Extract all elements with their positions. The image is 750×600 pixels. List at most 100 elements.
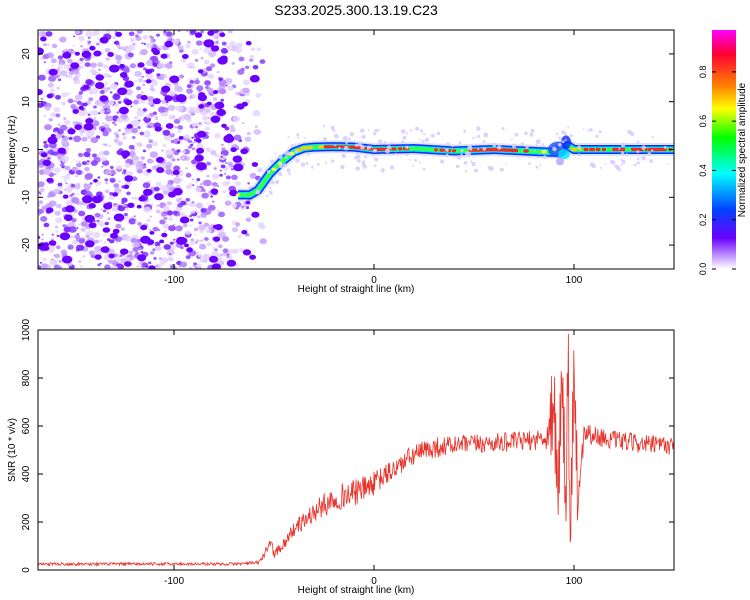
snr-x-tick-label: 100	[566, 576, 583, 587]
noise-blob	[90, 160, 98, 167]
noise-blob	[98, 112, 101, 115]
ridge-core	[434, 148, 438, 152]
ridge-fringe	[610, 159, 614, 164]
noise-blob	[212, 182, 218, 186]
noise-blob	[83, 151, 91, 158]
noise-blob	[185, 172, 192, 178]
noise-blob	[104, 264, 111, 269]
noise-blob	[104, 169, 111, 175]
noise-blob	[183, 134, 190, 139]
ridge-fringe	[369, 145, 372, 148]
noise-blob	[161, 149, 164, 152]
ridge-core	[583, 147, 589, 152]
spectrogram-ylabel: Frequency (Hz)	[7, 116, 18, 185]
noise-blob	[104, 189, 110, 194]
noise-blob	[88, 250, 96, 256]
noise-blob	[171, 158, 176, 162]
ridge-core	[354, 146, 362, 150]
noise-blob	[211, 173, 220, 180]
noise-blob	[164, 108, 169, 112]
noise-blob	[173, 238, 176, 241]
noise-blob-strong	[88, 222, 97, 229]
noise-blob-strong	[136, 204, 142, 209]
noise-blob	[44, 124, 52, 131]
noise-blob	[114, 53, 118, 56]
noise-blob	[38, 265, 42, 269]
noise-blob	[106, 109, 111, 113]
noise-blob	[192, 264, 197, 268]
noise-blob	[104, 48, 111, 53]
noise-blob	[71, 197, 80, 204]
ridge-fringe	[472, 137, 474, 140]
noise-blob	[159, 260, 166, 266]
ridge-fringe	[377, 129, 380, 132]
ridge-fringe	[637, 154, 640, 157]
noise-blob	[130, 238, 138, 244]
ridge-fringe	[270, 180, 275, 185]
colorbar-gradient	[712, 30, 736, 269]
ridge-fringe	[305, 161, 309, 165]
noise-blob-strong	[221, 123, 227, 128]
ridge-fringe	[345, 141, 348, 145]
ridge-fringe	[651, 136, 654, 138]
noise-blob	[84, 166, 90, 172]
ridge-fringe	[270, 159, 274, 164]
ridge-fringe	[446, 142, 450, 146]
noise-blob	[79, 265, 83, 268]
ridge-core	[377, 147, 387, 151]
ridge-fringe	[463, 161, 468, 165]
noise-blob	[147, 159, 154, 164]
snr-y-tick-label: 0	[21, 567, 32, 573]
noise-blob	[153, 186, 160, 192]
noise-blob	[116, 117, 124, 123]
noise-blob	[152, 82, 156, 84]
noise-blob	[218, 77, 223, 81]
ridge-fringe	[419, 138, 421, 141]
noise-blob	[225, 175, 231, 180]
ridge-fringe	[525, 145, 529, 149]
noise-blob	[195, 180, 199, 183]
noise-blob	[160, 99, 167, 104]
noise-blob	[129, 256, 135, 261]
noise-blob-strong	[67, 128, 76, 135]
noise-blob	[180, 178, 184, 181]
noise-blob	[154, 245, 163, 252]
noise-blob-strong	[197, 130, 207, 138]
noise-blob	[200, 183, 203, 186]
noise-blob	[245, 233, 250, 237]
ridge-fringe	[323, 137, 327, 141]
noise-blob	[114, 40, 120, 45]
noise-blob	[126, 208, 129, 211]
noise-blob-strong	[123, 184, 130, 189]
noise-blob-strong	[140, 94, 148, 101]
noise-blob	[56, 245, 61, 250]
noise-blob-strong	[112, 192, 119, 197]
noise-blob	[168, 114, 175, 120]
noise-blob	[159, 219, 166, 225]
noise-blob	[194, 79, 200, 85]
ridge-core	[541, 150, 547, 154]
ridge-core	[601, 147, 607, 152]
noise-blob	[230, 168, 234, 171]
noise-blob	[56, 234, 60, 238]
noise-blob	[82, 254, 86, 258]
noise-blob	[98, 239, 103, 243]
ridge-core	[439, 148, 445, 152]
noise-blob-strong	[195, 138, 202, 143]
noise-blob	[93, 117, 97, 120]
noise-blob-strong	[38, 89, 43, 96]
ridge-fringe	[287, 136, 290, 138]
noise-blob-strong	[220, 55, 228, 61]
noise-blob	[38, 209, 44, 214]
noise-blob	[101, 121, 106, 126]
noise-blob	[53, 107, 61, 113]
noise-blob	[249, 54, 255, 60]
noise-blob	[115, 223, 122, 229]
ridge-fringe	[567, 126, 570, 129]
ridge-fringe	[414, 158, 418, 162]
noise-blob	[102, 72, 110, 78]
snr-x-tick-label: 0	[371, 576, 377, 587]
noise-blob-strong	[251, 162, 259, 167]
noise-blob	[55, 94, 61, 100]
colorbar-tick-label: 0.6	[698, 115, 708, 128]
